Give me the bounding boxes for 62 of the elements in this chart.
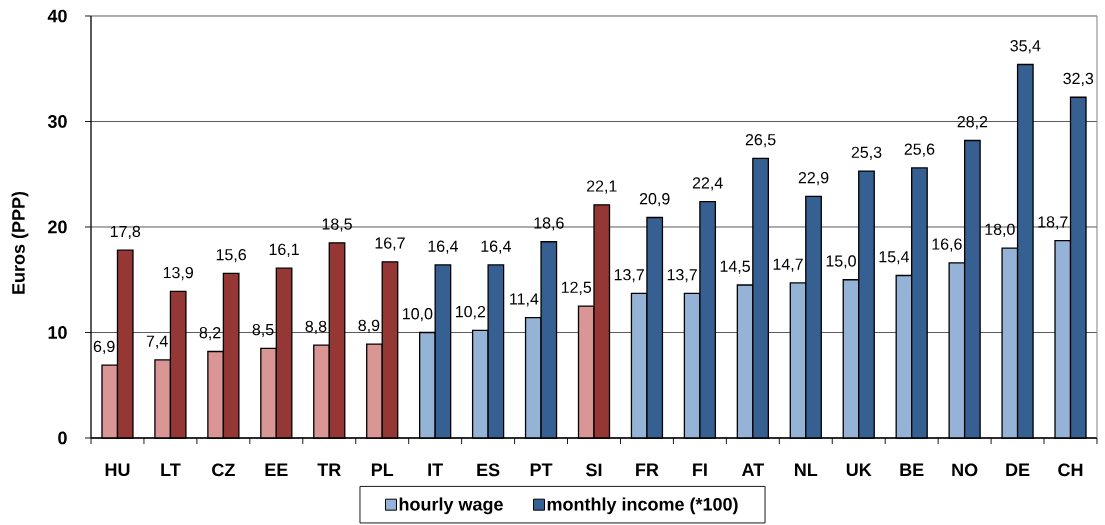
data-label: 18,7 [1038,216,1068,230]
data-label: 6,9 [93,340,115,354]
x-tick-label: ES [477,463,500,477]
data-label: 12,5 [561,281,592,295]
x-tick-label: BE [900,463,924,476]
data-label: 18,0 [985,223,1015,237]
x-tick-label: HU [105,463,130,477]
x-tick-label: PT [530,463,553,476]
data-label: 11,4 [510,293,539,307]
data-label: 22,1 [586,180,617,194]
y-tick-label: 40 [47,9,67,23]
data-label: 16,6 [932,238,962,252]
data-label: 18,6 [534,217,564,231]
data-label: 10,2 [455,305,486,320]
data-label: 8,8 [305,320,327,334]
x-tick-label: DE [1006,463,1030,476]
data-label: 10,0 [403,308,433,322]
y-tick-label: 20 [48,220,67,234]
data-label: 22,4 [692,177,723,191]
data-label: 35,4 [1010,40,1041,54]
data-label: 13,9 [163,266,193,281]
x-tick-label: EE [265,463,288,476]
x-tick-label: CH [1058,463,1083,477]
data-label: 15,4 [879,251,910,265]
x-tick-label: PL [371,463,394,476]
data-label: 25,6 [904,143,935,157]
data-label: 16,4 [481,240,511,254]
data-label: 16,7 [375,237,405,251]
x-tick-label: NO [952,463,978,477]
data-label: 25,3 [851,146,882,160]
data-label: 7,4 [146,335,168,349]
x-tick-label: NL [794,463,818,476]
data-label: 18,5 [322,218,352,232]
x-tick-label: FR [636,463,659,476]
data-label: 32,3 [1063,72,1094,87]
data-label: 13,7 [614,269,644,283]
data-label: 16,1 [269,243,299,257]
data-label: 14,7 [773,258,803,272]
data-label: 20,9 [639,193,670,207]
y-tick-label: 0 [58,431,67,445]
data-label: 14,5 [720,260,750,274]
x-tick-label: IT [428,463,443,476]
y-tick-label: 30 [47,115,67,128]
x-tick-label: UK [846,463,872,477]
data-label: 17,8 [110,225,141,239]
x-tick-label: TR [317,463,341,476]
x-tick-label: FI [693,463,707,476]
data-label: 15,0 [826,255,856,269]
legend-label: hourly wage [399,497,503,515]
data-label: 13,7 [667,269,697,283]
data-label: 15,6 [216,248,246,263]
data-label: 16,4 [428,240,459,254]
y-tick-label: 10 [48,326,67,339]
legend-label: monthly income (*100) [547,497,738,515]
x-tick-label: AT [741,463,764,476]
y-axis-title: Euros (PPP) [11,191,29,294]
x-tick-label: CZ [212,463,235,477]
x-tick-label: LT [161,463,181,476]
data-label: 26,5 [745,134,776,148]
data-label: 8,9 [358,319,380,333]
data-label: 22,9 [798,171,829,186]
x-tick-label: SI [586,463,602,477]
